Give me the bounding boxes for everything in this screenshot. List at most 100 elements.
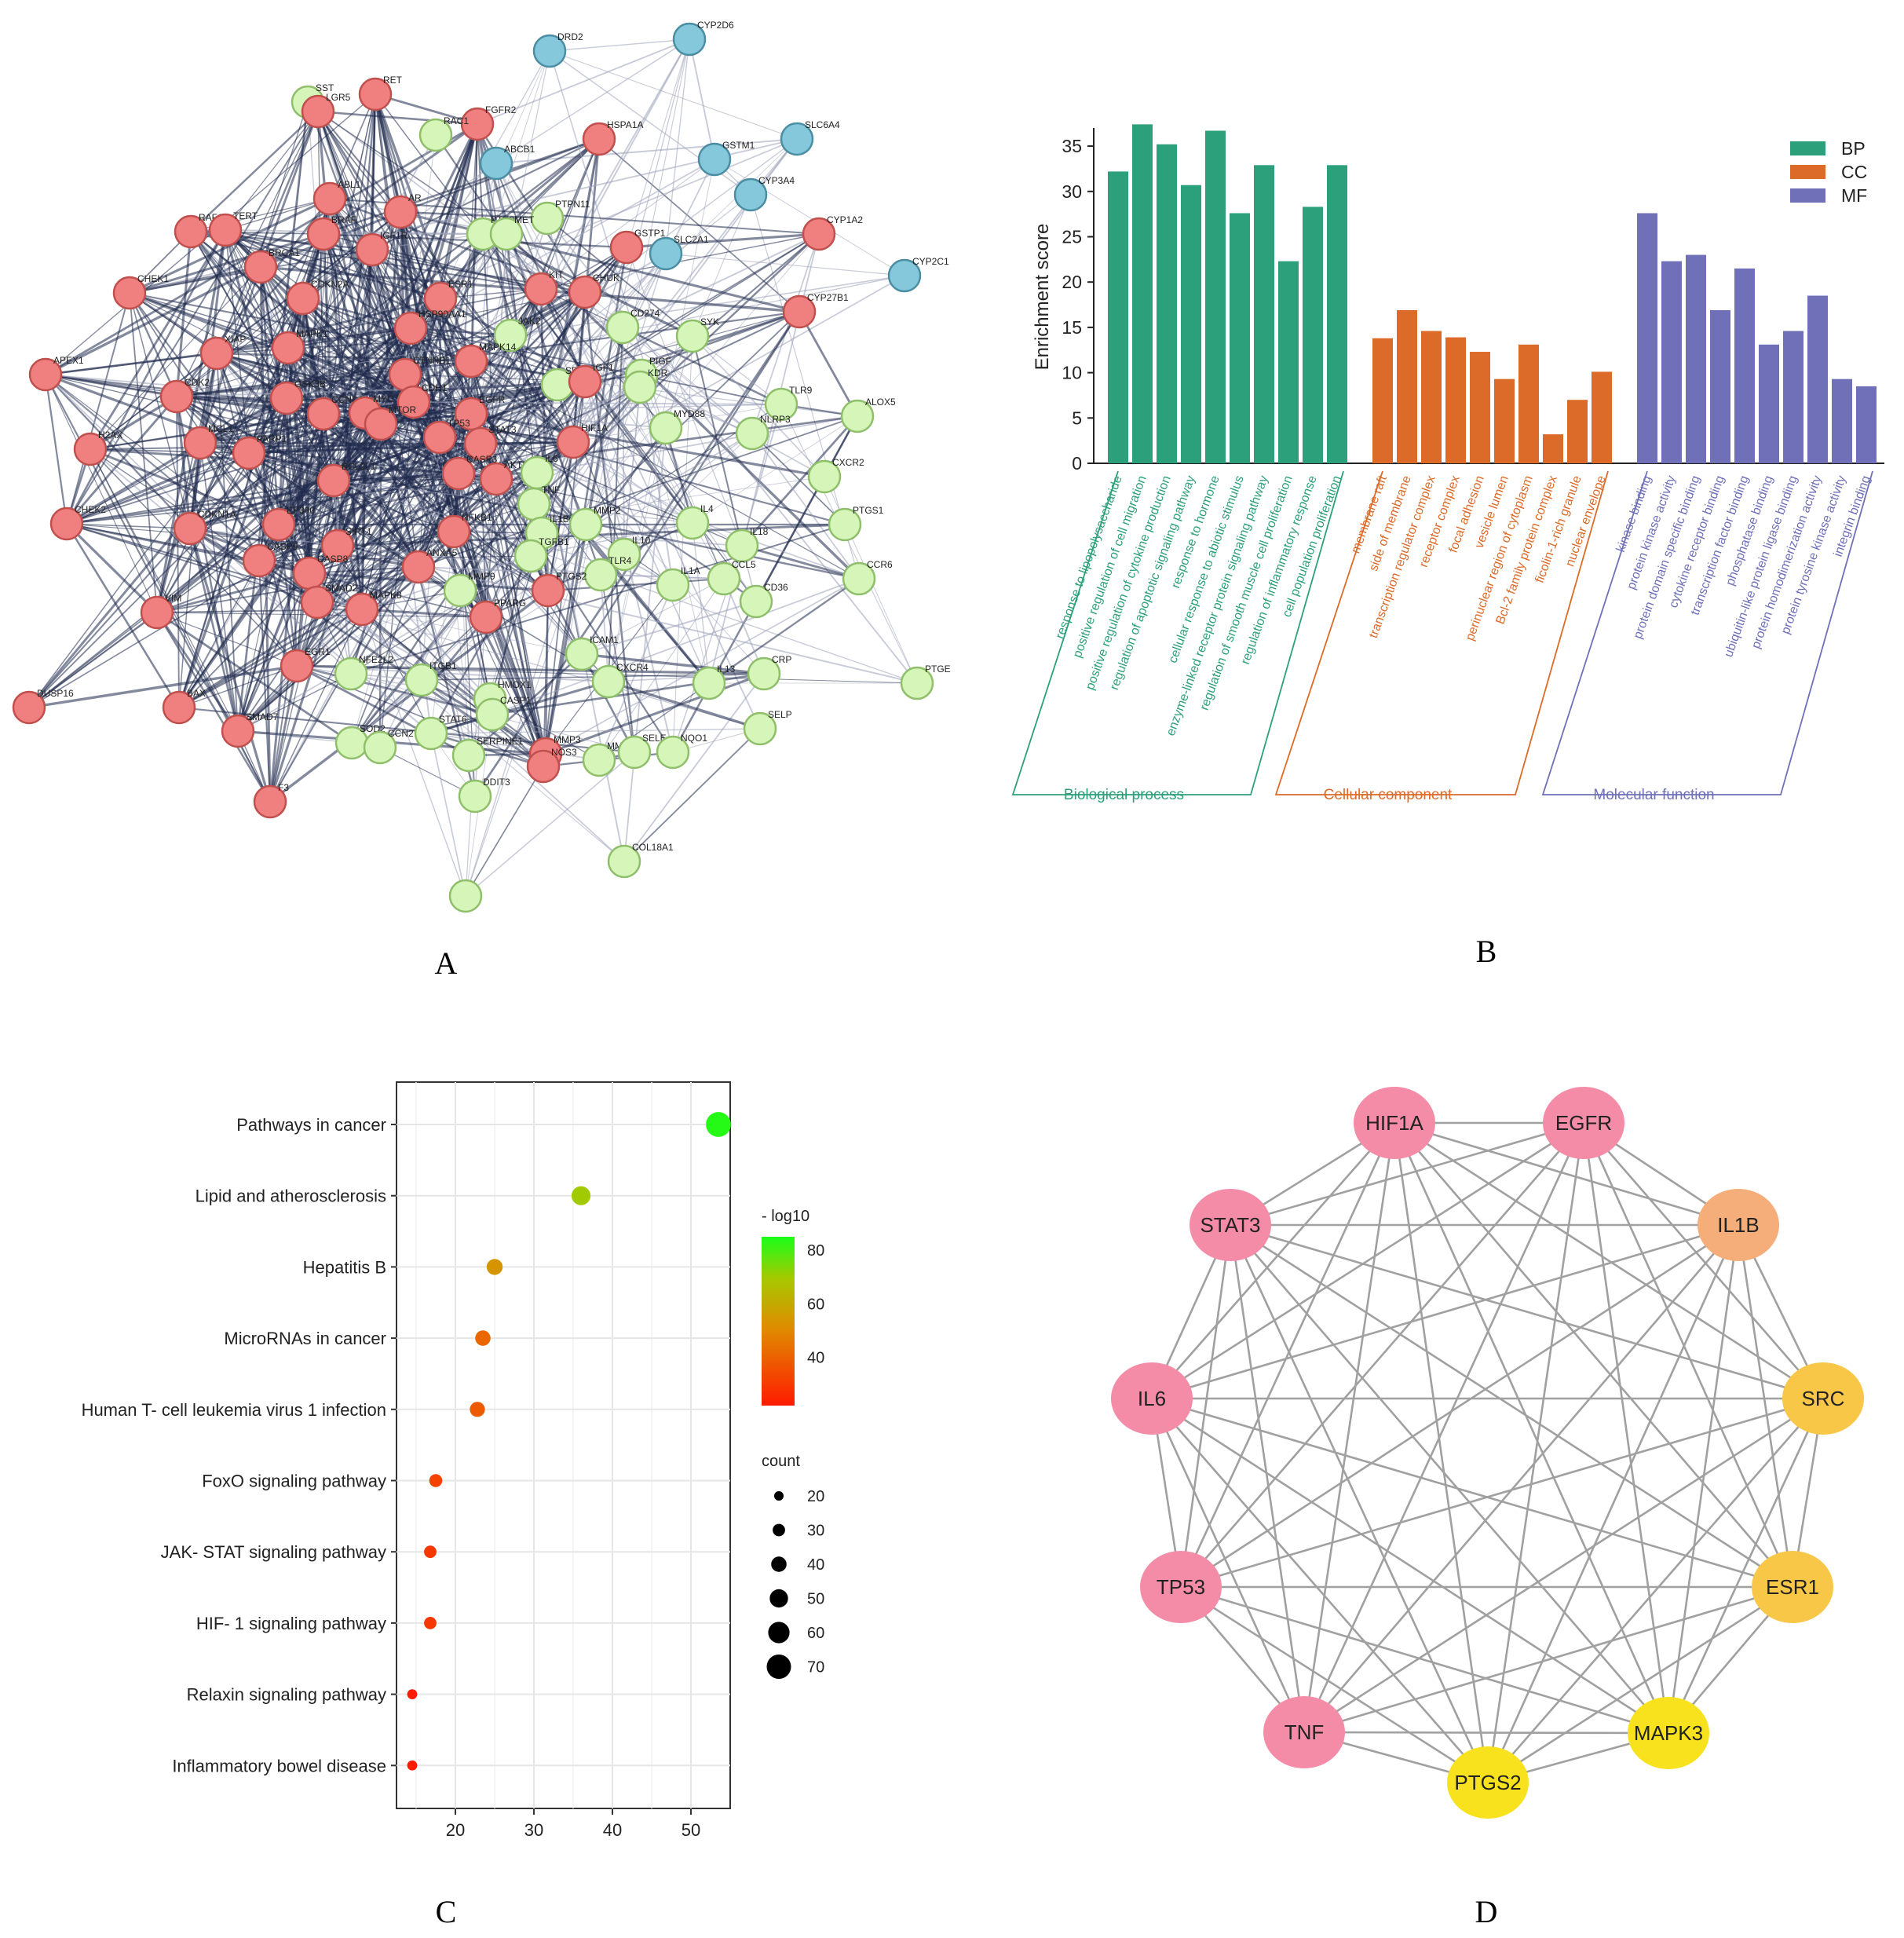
group-label-bp: Biological process [1064, 787, 1184, 803]
bar-bp-enzyme-linked-receptor-protein-signaling-pathway [1254, 165, 1274, 463]
network-edge [237, 480, 334, 732]
network-edge [277, 524, 298, 667]
network-edge [692, 335, 782, 405]
legend-swatch-bp [1790, 141, 1825, 155]
hub-label-hif1a: HIF1A [1365, 1111, 1423, 1135]
network-edge [225, 229, 441, 299]
network-edge [66, 478, 497, 525]
bar-mf-protein-domain-specific-binding [1686, 254, 1706, 463]
network-label-mtor: MTOR [389, 404, 416, 415]
hub-edge [1230, 1224, 1669, 1734]
network-edge [178, 565, 419, 709]
network-edge [506, 233, 710, 684]
category-micrornas-in-cancer: MicroRNAs in cancer [224, 1329, 386, 1348]
panel-b-ytick-label: 15 [1062, 317, 1082, 338]
network-label-drd2: DRD2 [557, 31, 583, 42]
network-edge [296, 664, 765, 675]
network-node-jak2 [493, 318, 528, 353]
network-edge [296, 665, 491, 700]
panel-c-size-legend-title: count [762, 1453, 800, 1470]
network-node-cxcr4 [591, 664, 626, 699]
network-node-ccr6 [842, 561, 876, 596]
network-node-gstm1 [697, 142, 732, 177]
network-edge [287, 327, 411, 349]
network-label-cd36: CD36 [764, 582, 788, 593]
network-label-dusp16: DUSP16 [37, 688, 74, 699]
network-edge [495, 38, 690, 164]
network-label-mmp2: MMP2 [594, 505, 621, 516]
legend-label-bp: BP [1841, 138, 1866, 159]
network-node-kit [524, 272, 558, 306]
panel-d-nodes: HIF1A EGFR IL1B SRC ESR1 MAPK3 PTGS2 TNF TP53 IL6… [1111, 1087, 1864, 1819]
network-edge [418, 566, 601, 576]
hub-edge [1303, 1585, 1793, 1734]
network-edge [259, 266, 280, 525]
network-edge [689, 38, 715, 160]
network-node-hif1a [556, 425, 590, 459]
network-edge [129, 292, 366, 414]
network-label-pparg: PPARG [494, 598, 526, 609]
network-node-ccl5 [707, 561, 741, 596]
network-edge [400, 210, 548, 220]
network-label-mcl1: MCL1 [208, 423, 233, 434]
hub-edge [1151, 1121, 1584, 1400]
point-inflammatory-bowel-disease [407, 1760, 418, 1771]
group-bracket-mf [1541, 470, 1873, 795]
bar-bp-regulation-of-smooth-muscle-cell-proliferation [1278, 261, 1299, 463]
hub-label-stat3: STAT3 [1200, 1213, 1260, 1237]
network-node-mapk1 [271, 331, 305, 365]
network-edge [333, 480, 693, 524]
network-edge [225, 198, 331, 231]
network-label-ptgs1: PTGS1 [853, 505, 884, 516]
size-legend-label: 30 [807, 1523, 824, 1540]
network-label-rac1: RAC1 [444, 115, 469, 126]
network-edge [199, 373, 406, 444]
network-edge [350, 524, 846, 675]
hub-edge [1486, 1224, 1740, 1783]
network-label-hspa1a: HSPA1A [607, 119, 643, 130]
network-edge [28, 612, 158, 708]
network-label-syk: SYK [700, 316, 719, 327]
network-label-casp9: CASP9 [267, 541, 298, 552]
bar-bp-positive-regulation-of-cell-migration [1132, 124, 1153, 463]
network-edge [178, 609, 363, 708]
network-label-chek1: CHEK1 [137, 273, 169, 284]
network-edge [90, 353, 217, 450]
network-node-il1a [656, 568, 690, 602]
point-jak-stat-signaling-pathway [424, 1545, 437, 1559]
network-edge [323, 233, 472, 362]
network-edge [371, 233, 484, 250]
network-edge [536, 415, 858, 474]
network-edge [66, 423, 382, 525]
network-edge [175, 396, 192, 529]
network-edge [316, 478, 497, 603]
panel-b-ylabel: Enrichment score [1032, 224, 1053, 371]
network-label-kdr: KDR [648, 367, 668, 378]
network-edge [440, 298, 641, 388]
bar-cc-transcription-regulator-complex [1421, 331, 1442, 463]
network-label-myc: MYC [373, 393, 394, 404]
hub-edge [1667, 1224, 1740, 1734]
network-edge [189, 411, 366, 530]
network-edge [545, 672, 765, 755]
network-node-sirt1 [320, 528, 355, 563]
hub-node-mapk3 [1628, 1697, 1709, 1769]
legend-label-cc: CC [1841, 162, 1867, 182]
panel-c-xtick-label: 40 [603, 1820, 622, 1840]
network-edge [45, 374, 158, 613]
network-node-cdk2 [159, 379, 194, 414]
network-label-h2ax: H2AX [98, 430, 122, 441]
network-node-egr1 [280, 649, 314, 683]
size-legend-dot [768, 1622, 790, 1644]
network-node-ar [383, 195, 418, 229]
network-label-hmox1: HMOX1 [498, 679, 532, 690]
network-edge [269, 609, 363, 803]
hub-label-ptgs2: PTGS2 [1454, 1771, 1521, 1794]
hub-edge [1180, 1585, 1489, 1784]
network-edge [258, 560, 272, 803]
network-edge [465, 253, 667, 897]
network-edge [600, 574, 609, 682]
network-edge [190, 111, 319, 232]
legend-swatch-cc [1790, 165, 1825, 179]
